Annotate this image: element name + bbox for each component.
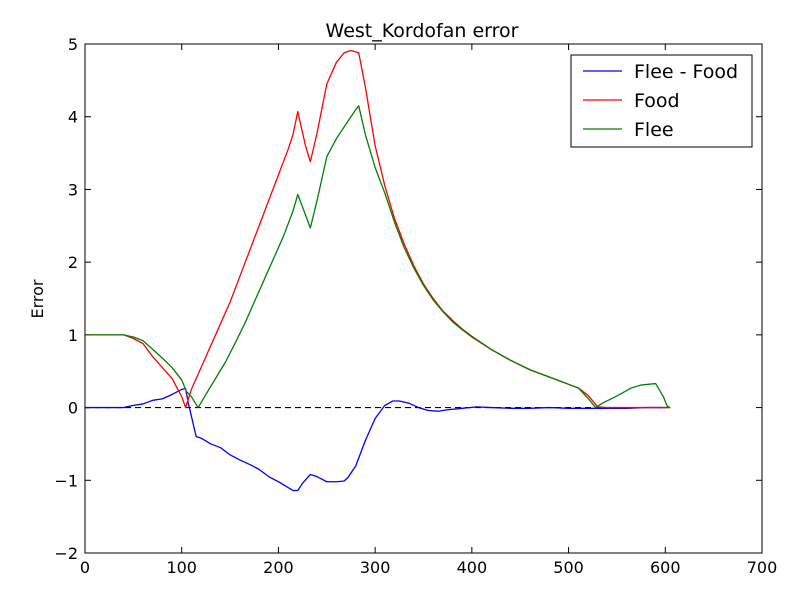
legend-label: Food <box>634 90 680 112</box>
x-tick-label: 0 <box>80 558 90 577</box>
y-tick-label: 3 <box>68 180 78 199</box>
x-tick-label: 400 <box>457 558 488 577</box>
series-line-2 <box>85 105 671 409</box>
axis-tick-labels: 0 100 200 300 400 500 600 700 −2 −1 0 1 2 3 4 5 <box>54 35 777 577</box>
x-tick-label: 300 <box>360 558 391 577</box>
series-lines <box>85 49 671 492</box>
x-tick-label: 500 <box>553 558 584 577</box>
y-tick-label: −2 <box>54 544 78 563</box>
x-tick-label: 200 <box>263 558 294 577</box>
y-axis-label: Error <box>28 279 47 318</box>
x-tick-label: 600 <box>650 558 681 577</box>
y-tick-label: 5 <box>68 35 78 54</box>
plot-frame <box>84 43 763 554</box>
y-tick-label: 0 <box>68 399 78 418</box>
legend: Flee - Food Food Flee <box>570 54 753 148</box>
x-tick-label: 700 <box>747 558 778 577</box>
chart-title: West_Kordofan error <box>326 20 519 42</box>
series-line-0 <box>85 388 666 492</box>
y-tick-label: −1 <box>54 471 78 490</box>
y-tick-label: 2 <box>68 253 78 272</box>
legend-label: Flee - Food <box>634 61 738 83</box>
x-tick-label: 100 <box>166 558 197 577</box>
y-tick-label: 4 <box>68 108 78 127</box>
legend-label: Flee <box>634 119 674 141</box>
legend-box <box>570 54 753 148</box>
y-tick-label: 1 <box>68 326 78 345</box>
